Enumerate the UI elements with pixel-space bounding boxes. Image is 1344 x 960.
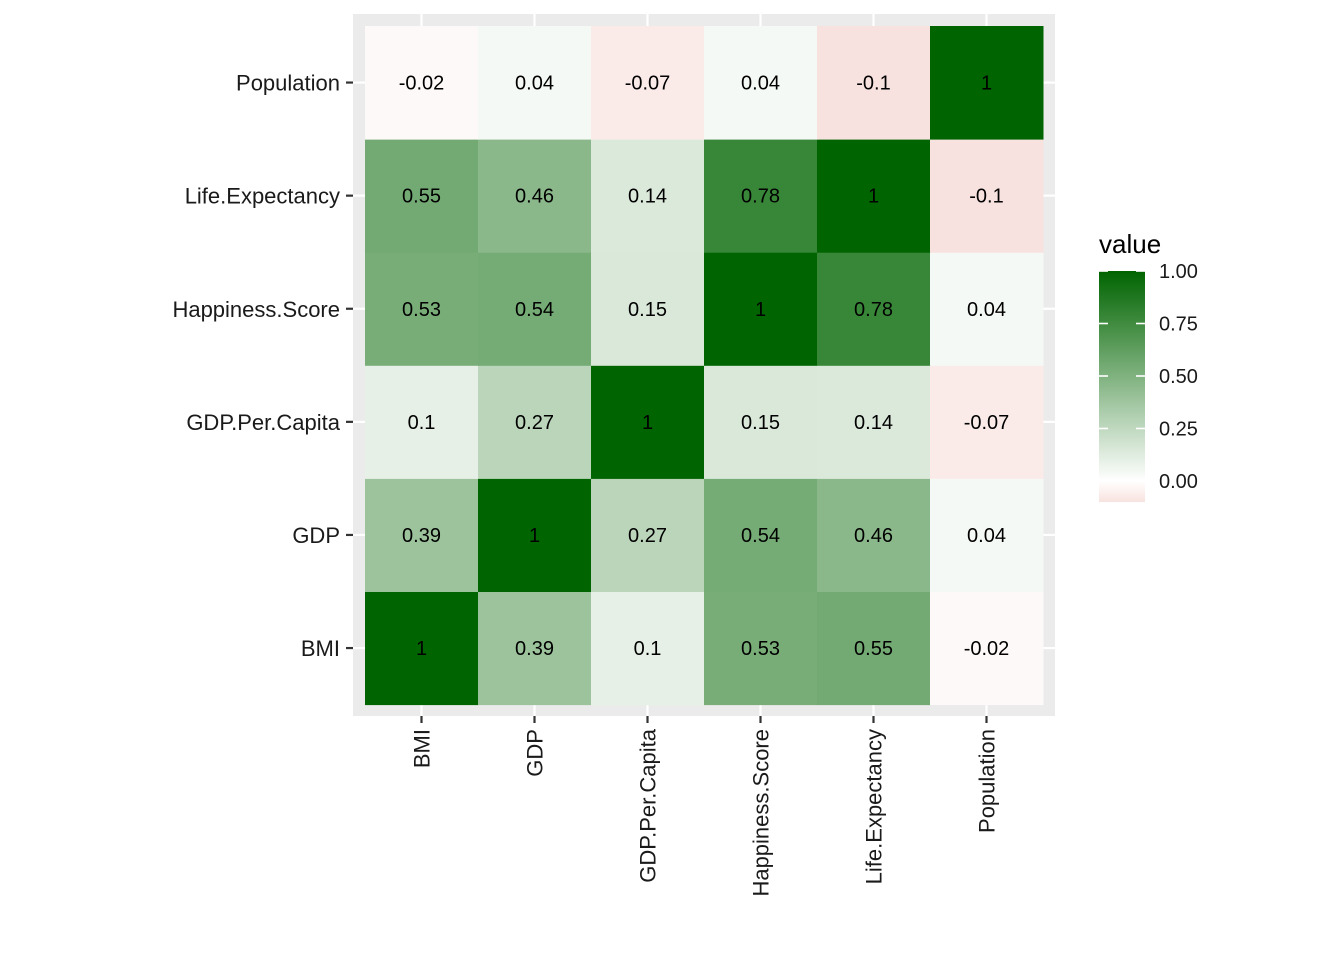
cell-value-label: 1 bbox=[981, 73, 992, 95]
y-tick-label: GDP bbox=[292, 523, 340, 548]
cell-value-label: 1 bbox=[642, 412, 653, 434]
heatmap-cell-GDP.Per.Capita-Population bbox=[930, 365, 1044, 479]
cell-value-label: 0.04 bbox=[515, 73, 554, 95]
heatmap-cell-labels: 1 0.39 0.1 0.53 0.55 -0.02 0.39 1 0.27 0.54 0.46 0.… bbox=[399, 73, 1010, 660]
x-tick-label: Happiness.Score bbox=[749, 729, 774, 897]
heatmap-cell-Population-Happiness.Score bbox=[704, 26, 818, 140]
legend-tick-label: 0.00 bbox=[1159, 471, 1198, 493]
cell-value-label: 1 bbox=[868, 186, 879, 208]
cell-value-label: 1 bbox=[529, 525, 540, 547]
legend-tick-label: 1.00 bbox=[1159, 261, 1198, 283]
heatmap-cell-GDP-BMI bbox=[365, 478, 479, 592]
heatmap-cell-GDP.Per.Capita-GDP bbox=[478, 365, 592, 479]
cell-value-label: 0.54 bbox=[515, 299, 554, 321]
heatmap-cell-BMI-GDP bbox=[478, 591, 592, 706]
cell-value-label: -0.02 bbox=[964, 638, 1010, 660]
cell-value-label: 0.04 bbox=[741, 73, 780, 95]
heatmap-cell-GDP-Life.Expectancy bbox=[817, 478, 931, 592]
x-axis: BMI GDP GDP.Per.Capita Happiness.Score Life.… bbox=[410, 716, 1000, 897]
cell-value-label: 0.14 bbox=[628, 186, 667, 208]
cell-value-label: 0.1 bbox=[634, 638, 662, 660]
cell-value-label: 0.53 bbox=[402, 299, 441, 321]
heatmap-cell-Population-Population bbox=[930, 26, 1044, 140]
heatmap-cell-Life.Expectancy-GDP bbox=[478, 139, 592, 253]
x-tick-label: Population bbox=[975, 729, 1000, 833]
cell-value-label: 0.39 bbox=[402, 525, 441, 547]
heatmap-cell-Happiness.Score-Population bbox=[930, 252, 1044, 366]
legend-tick-label: 0.50 bbox=[1159, 366, 1198, 388]
heatmap-cell-GDP.Per.Capita-GDP.Per.Capita bbox=[591, 365, 705, 479]
x-tick-label: BMI bbox=[410, 729, 435, 768]
heatmap-cell-Happiness.Score-GDP bbox=[478, 252, 592, 366]
cell-value-label: 0.1 bbox=[408, 412, 436, 434]
cell-value-label: 0.15 bbox=[628, 299, 667, 321]
heatmap-cell-Life.Expectancy-Population bbox=[930, 139, 1044, 253]
cell-value-label: -0.1 bbox=[856, 73, 890, 95]
heatmap-cell-Life.Expectancy-BMI bbox=[365, 139, 479, 253]
heatmap-cell-GDP.Per.Capita-Happiness.Score bbox=[704, 365, 818, 479]
cell-value-label: 1 bbox=[416, 638, 427, 660]
cell-value-label: 0.55 bbox=[854, 638, 893, 660]
heatmap-cell-BMI-Life.Expectancy bbox=[817, 591, 931, 706]
heatmap-cell-GDP-GDP bbox=[478, 478, 592, 592]
cell-value-label: 0.15 bbox=[741, 412, 780, 434]
heatmap-cell-BMI-BMI bbox=[365, 591, 479, 706]
heatmap-cell-BMI-Population bbox=[930, 591, 1044, 706]
y-tick-label: Life.Expectancy bbox=[185, 184, 340, 209]
heatmap-cell-GDP-Population bbox=[930, 478, 1044, 592]
legend-tick-label: 0.75 bbox=[1159, 314, 1198, 336]
legend-title: value bbox=[1099, 229, 1161, 259]
cell-value-label: 0.55 bbox=[402, 186, 441, 208]
cell-value-label: 1 bbox=[755, 299, 766, 321]
cell-value-label: -0.1 bbox=[969, 186, 1003, 208]
y-tick-label: BMI bbox=[301, 636, 340, 661]
heatmap-cells bbox=[365, 26, 1044, 706]
heatmap-cell-Population-GDP bbox=[478, 26, 592, 140]
heatmap-cell-Population-BMI bbox=[365, 26, 479, 140]
cell-value-label: 0.78 bbox=[741, 186, 780, 208]
cell-value-label: 0.04 bbox=[967, 299, 1006, 321]
x-tick-label: Life.Expectancy bbox=[862, 729, 887, 884]
legend-colorbar bbox=[1099, 271, 1145, 502]
heatmap-cell-Happiness.Score-Happiness.Score bbox=[704, 252, 818, 366]
heatmap-cell-Happiness.Score-BMI bbox=[365, 252, 479, 366]
cell-value-label: 0.27 bbox=[628, 525, 667, 547]
heatmap-cell-BMI-Happiness.Score bbox=[704, 591, 818, 706]
color-legend: value 0.00 0.25 0.50 0.75 1.00 bbox=[1099, 229, 1198, 502]
heatmap-cell-Happiness.Score-GDP.Per.Capita bbox=[591, 252, 705, 366]
heatmap-cell-Life.Expectancy-Life.Expectancy bbox=[817, 139, 931, 253]
cell-value-label: 0.04 bbox=[967, 525, 1006, 547]
heatmap-cell-Happiness.Score-Life.Expectancy bbox=[817, 252, 931, 366]
y-tick-label: GDP.Per.Capita bbox=[186, 410, 340, 435]
heatmap-cell-GDP.Per.Capita-Life.Expectancy bbox=[817, 365, 931, 479]
heatmap-cell-GDP-GDP.Per.Capita bbox=[591, 478, 705, 592]
heatmap-cell-GDP-Happiness.Score bbox=[704, 478, 818, 592]
heatmap-cell-Population-Life.Expectancy bbox=[817, 26, 931, 140]
cell-value-label: 0.46 bbox=[515, 186, 554, 208]
legend-tick-label: 0.25 bbox=[1159, 419, 1198, 441]
x-tick-label: GDP.Per.Capita bbox=[636, 728, 661, 882]
heatmap-cell-BMI-GDP.Per.Capita bbox=[591, 591, 705, 706]
y-axis: BMI GDP GDP.Per.Capita Happiness.Score Life.… bbox=[172, 71, 353, 661]
heatmap-cell-Population-GDP.Per.Capita bbox=[591, 26, 705, 140]
cell-value-label: -0.02 bbox=[399, 73, 445, 95]
heatmap-cell-Life.Expectancy-Happiness.Score bbox=[704, 139, 818, 253]
x-tick-label: GDP bbox=[523, 729, 548, 777]
cell-value-label: 0.39 bbox=[515, 638, 554, 660]
y-tick-label: Happiness.Score bbox=[172, 297, 340, 322]
cell-value-label: 0.27 bbox=[515, 412, 554, 434]
cell-value-label: 0.46 bbox=[854, 525, 893, 547]
cell-value-label: 0.53 bbox=[741, 638, 780, 660]
cell-value-label: 0.14 bbox=[854, 412, 893, 434]
cell-value-label: 0.78 bbox=[854, 299, 893, 321]
cell-value-label: 0.54 bbox=[741, 525, 780, 547]
cell-value-label: -0.07 bbox=[964, 412, 1010, 434]
heatmap-cell-Life.Expectancy-GDP.Per.Capita bbox=[591, 139, 705, 253]
y-tick-label: Population bbox=[236, 71, 340, 96]
heatmap-cell-GDP.Per.Capita-BMI bbox=[365, 365, 479, 479]
cell-value-label: -0.07 bbox=[625, 73, 671, 95]
